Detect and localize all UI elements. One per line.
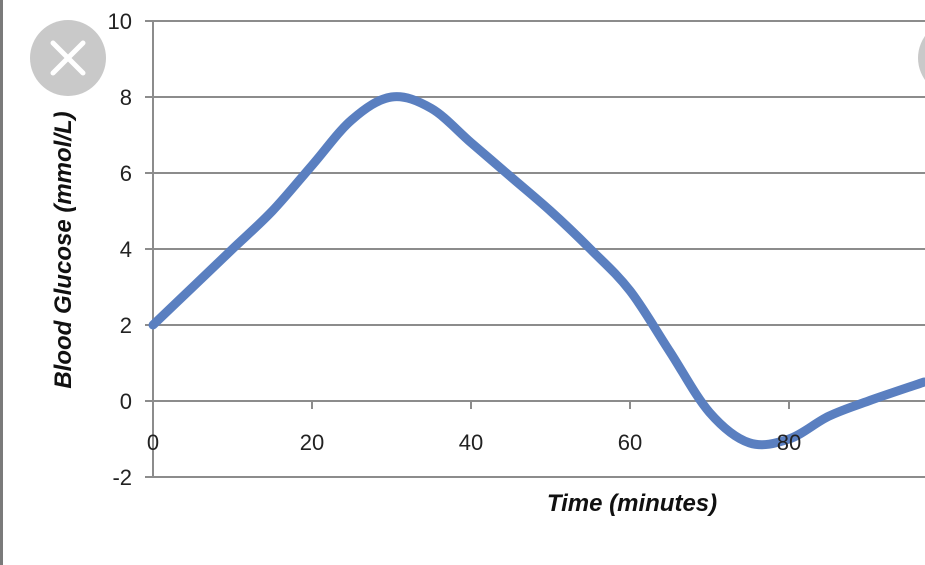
x-axis-title: Time (minutes): [547, 490, 717, 517]
y-tick-label: 8: [120, 85, 132, 110]
series-line-0: [148, 92, 925, 450]
x-tick-label: 0: [147, 430, 159, 455]
x-tick-label: 80: [777, 430, 801, 455]
y-tick-label: 6: [120, 161, 132, 186]
x-tick-label: 40: [459, 430, 483, 455]
x-tick-label: 20: [300, 430, 324, 455]
y-tick-label: 4: [120, 237, 132, 262]
grid-lines: [145, 20, 925, 478]
next-button[interactable]: [918, 20, 925, 96]
y-tick-label: 2: [120, 313, 132, 338]
close-icon: [50, 40, 86, 76]
y-tick-label: -2: [112, 465, 132, 490]
y-axis-title: Blood Glucose (mmol/L): [50, 111, 77, 388]
y-tick-label: 10: [108, 9, 132, 34]
x-tick-label: 60: [618, 430, 642, 455]
axes: [152, 21, 790, 477]
close-button[interactable]: [30, 20, 106, 96]
window-left-edge: [0, 0, 3, 565]
tick-labels: -2 0 2 4 6 8 10 0 20 40 60 80: [108, 9, 802, 490]
series-layer: [148, 92, 925, 450]
y-tick-label: 0: [120, 389, 132, 414]
